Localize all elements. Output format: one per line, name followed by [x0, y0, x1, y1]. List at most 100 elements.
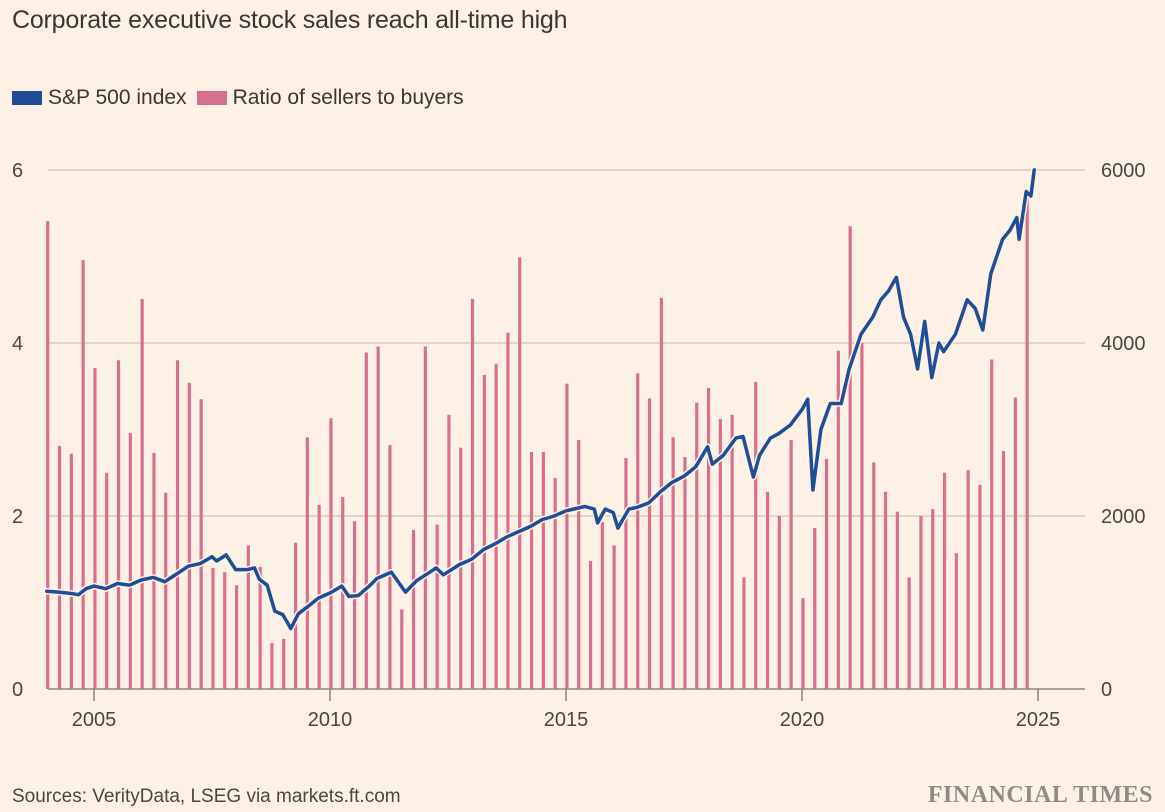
ratio-bar — [966, 470, 970, 689]
y-left-tick-label: 2 — [12, 506, 23, 528]
x-tick-label: 2025 — [1016, 709, 1061, 731]
axis-labels: 0 2 4 6 0 2000 4000 6000 2005 2010 2015 2020 2025 — [12, 160, 1146, 731]
ratio-bar — [718, 419, 722, 689]
ratio-bar — [352, 521, 357, 689]
ratio-bar — [388, 445, 392, 689]
y-left-tick-label: 0 — [12, 679, 23, 701]
ratio-bar — [435, 524, 439, 689]
ratio-bar — [942, 472, 947, 689]
ratio-bar — [1001, 451, 1006, 689]
ratio-bar — [588, 560, 593, 689]
ratio-bar — [411, 529, 416, 689]
axes — [48, 688, 1085, 701]
ratio-bar — [93, 368, 97, 689]
ratio-bar — [954, 553, 958, 689]
ratio-bar — [872, 462, 876, 689]
ratio-bar — [140, 298, 144, 689]
ratio-bar — [116, 360, 121, 689]
ratio-bar — [730, 414, 734, 689]
ratio-bar — [506, 332, 510, 689]
ratio-bar — [270, 643, 274, 689]
ratio-bar — [305, 437, 309, 689]
ratio-bar — [46, 221, 50, 689]
ratio-bar — [742, 577, 746, 689]
sp500-line-layer — [43, 166, 1038, 632]
sp500-line — [45, 168, 1036, 631]
ratio-bar — [553, 477, 557, 689]
y-right-tick-label: 6000 — [1101, 160, 1146, 182]
ratio-bar — [470, 298, 475, 689]
ratio-bar — [765, 491, 770, 689]
ratio-bar — [187, 382, 191, 689]
ratio-bar — [529, 451, 534, 689]
ratio-bar — [1025, 196, 1029, 689]
y-left-tick-label: 4 — [12, 333, 23, 355]
ratio-bar — [518, 257, 522, 689]
ratio-bar — [282, 638, 286, 689]
ratio-bar — [246, 545, 250, 689]
ratio-bar — [612, 545, 616, 689]
ratio-bar — [883, 491, 888, 689]
legend-item-sp500: S&P 500 index — [12, 86, 187, 110]
x-tick-label: 2015 — [544, 709, 589, 731]
ratio-bar — [234, 585, 239, 689]
ratio-bar — [1013, 397, 1017, 689]
chart-title: Corporate executive stock sales reach al… — [12, 6, 568, 34]
x-tick-label: 2005 — [72, 709, 117, 731]
ratio-bar — [801, 598, 805, 689]
ratio-bar — [57, 445, 62, 689]
ratio-bar — [978, 484, 982, 689]
ratio-bar — [907, 577, 911, 689]
ratio-bar — [128, 432, 132, 689]
ratio-bar — [482, 375, 486, 689]
ratio-bar — [175, 360, 180, 689]
ratio-bar — [848, 226, 852, 689]
ratio-bar — [671, 437, 675, 689]
ratio-bar — [199, 399, 203, 689]
ratio-bar — [860, 343, 864, 689]
legend-label-sp500: S&P 500 index — [48, 86, 187, 109]
ratio-bars — [46, 196, 1029, 689]
ratio-bar — [423, 346, 427, 689]
x-tick-label: 2010 — [308, 709, 353, 731]
ratio-bar — [813, 528, 817, 689]
legend-swatch-sp500 — [12, 91, 42, 105]
ratio-bar — [990, 359, 994, 689]
ratio-bar — [223, 572, 227, 689]
ratio-bar — [647, 398, 652, 689]
ratio-bar — [754, 381, 758, 689]
ratio-bar — [600, 522, 604, 689]
source-note: Sources: VerityData, LSEG via markets.ft… — [12, 786, 401, 807]
ratio-bar — [329, 418, 333, 689]
y-left-tick-label: 6 — [12, 160, 23, 182]
ratio-bar — [105, 472, 109, 689]
ratio-bar — [258, 567, 262, 689]
ratio-bar — [364, 352, 368, 689]
ratio-bar — [706, 387, 711, 689]
ratio-bar — [459, 447, 463, 689]
y-right-tick-label: 0 — [1101, 679, 1112, 701]
ratio-bar — [836, 350, 840, 689]
ratio-bar — [211, 567, 215, 689]
ratio-bar — [624, 458, 628, 689]
ratio-bar — [577, 439, 581, 689]
ratio-bar — [895, 511, 899, 689]
ratio-bar — [447, 414, 451, 689]
x-tick-label: 2020 — [780, 709, 825, 731]
ratio-bar — [69, 453, 73, 689]
ratio-bar — [164, 492, 168, 689]
y-right-tick-label: 2000 — [1101, 506, 1146, 528]
y-right-tick-label: 4000 — [1101, 333, 1146, 355]
ratio-bar — [81, 259, 85, 689]
legend-label-ratio: Ratio of sellers to buyers — [232, 86, 464, 109]
ratio-bar — [400, 609, 404, 689]
ratio-bar — [683, 457, 687, 689]
legend-swatch-ratio — [196, 91, 227, 105]
ratio-bar — [376, 346, 380, 689]
ft-logo: FINANCIAL TIMES — [927, 782, 1153, 808]
ratio-bar — [777, 516, 781, 689]
ratio-bar — [636, 373, 640, 689]
ratio-bar — [695, 402, 699, 689]
ratio-bar — [824, 458, 829, 689]
